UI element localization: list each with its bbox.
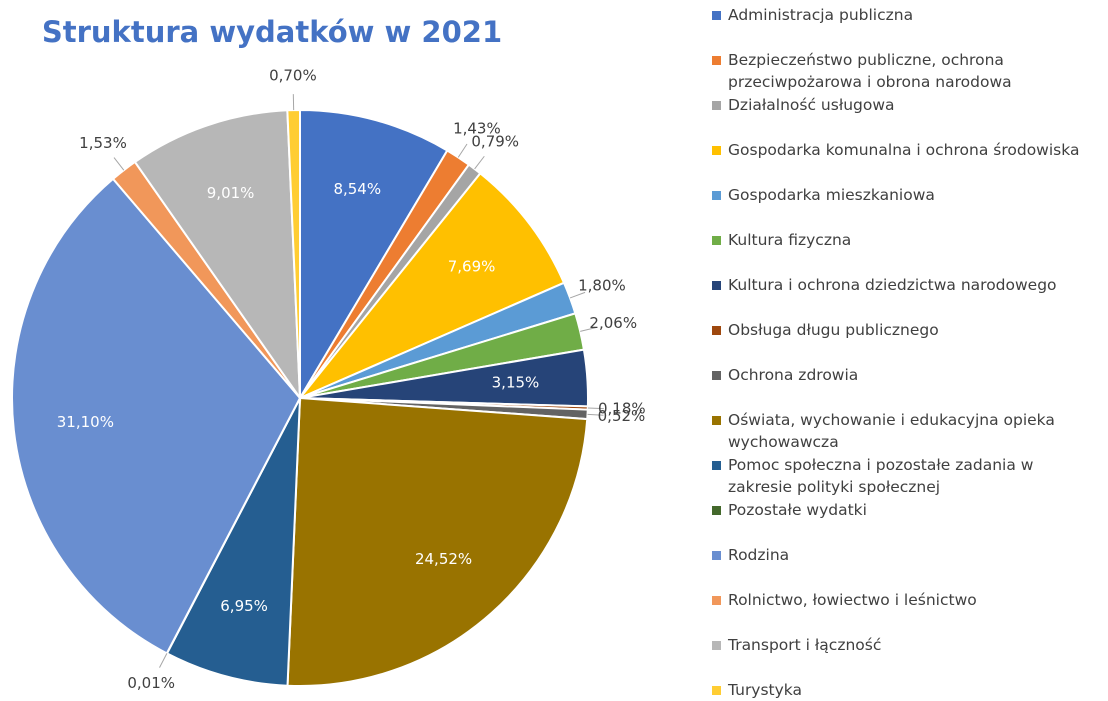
legend-swatch [712,236,721,245]
chart-title: Struktura wydatków w 2021 [42,15,502,49]
legend-swatch [712,461,721,470]
legend-label: Kultura fizyczna [728,229,1102,251]
legend-label: Transport i łączność [728,634,1102,656]
pie-slice [288,398,588,686]
legend-item: Kultura fizyczna [712,229,1102,251]
legend-label: Gospodarka mieszkaniowa [728,184,1102,206]
legend-item: Rolnictwo, łowiectwo i leśnictwo [712,589,1102,611]
legend-item: Działalność usługowa [712,94,1102,116]
legend-label: Pozostałe wydatki [728,499,1102,521]
legend-swatch [712,11,721,20]
legend-label: Ochrona zdrowia [728,364,1102,386]
legend-swatch [712,146,721,155]
legend-label: Rodzina [728,544,1102,566]
legend-swatch [712,56,721,65]
legend-label: Działalność usługowa [728,94,1102,116]
legend-swatch [712,551,721,560]
data-label: 31,10% [57,413,114,431]
data-label: 1,80% [578,277,626,295]
legend-item: Pozostałe wydatki [712,499,1102,521]
legend-swatch [712,686,721,695]
legend-item: Ochrona zdrowia [712,364,1102,386]
legend-item: Transport i łączność [712,634,1102,656]
chart: Struktura wydatków w 2021 8,54%1,43%0,79… [0,0,700,700]
legend-item: Turystyka [712,679,1102,701]
legend-swatch [712,281,721,290]
legend-swatch [712,326,721,335]
legend-item: Gospodarka mieszkaniowa [712,184,1102,206]
legend-label: Gospodarka komunalna i ochrona środowisk… [728,139,1102,161]
legend-swatch [712,641,721,650]
legend-label: Bezpieczeństwo publiczne, ochrona przeci… [728,49,1102,93]
legend-swatch [712,596,721,605]
legend-item: Administracja publiczna [712,4,1102,26]
data-label: 24,52% [415,550,472,568]
legend-label: Pomoc społeczna i pozostałe zadania w za… [728,454,1102,498]
legend-swatch [712,506,721,515]
legend-label: Obsługa długu publicznego [728,319,1102,341]
leader-line [458,144,467,157]
data-label: 2,06% [589,314,637,332]
legend-item: Obsługa długu publicznego [712,319,1102,341]
legend-swatch [712,416,721,425]
legend-label: Rolnictwo, łowiectwo i leśnictwo [728,589,1102,611]
leader-line [159,653,166,667]
data-label: 6,95% [220,597,268,615]
legend-item: Oświata, wychowanie i edukacyjna opieka … [712,409,1102,453]
data-label: 0,79% [471,132,519,150]
legend-label: Administracja publiczna [728,4,1102,26]
legend-item: Kultura i ochrona dziedzictwa narodowego [712,274,1102,296]
legend-label: Kultura i ochrona dziedzictwa narodowego [728,274,1102,296]
legend-item: Gospodarka komunalna i ochrona środowisk… [712,139,1102,161]
legend-swatch [712,191,721,200]
legend-swatch [712,371,721,380]
legend-swatch [712,101,721,110]
legend-item: Rodzina [712,544,1102,566]
data-label: 3,15% [492,373,540,391]
leader-line [114,158,124,171]
legend-item: Bezpieczeństwo publiczne, ochrona przeci… [712,49,1102,93]
data-label: 0,01% [127,674,175,692]
legend-label: Turystyka [728,679,1102,701]
data-label: 9,01% [207,184,255,202]
data-label: 8,54% [333,180,381,198]
data-label: 0,52% [598,407,646,425]
data-label: 7,69% [448,257,496,275]
legend-label: Oświata, wychowanie i edukacyjna opieka … [728,409,1102,453]
data-label: 1,53% [79,134,127,152]
leader-line [475,156,485,169]
data-label: 0,70% [269,67,317,85]
legend-item: Pomoc społeczna i pozostałe zadania w za… [712,454,1102,498]
